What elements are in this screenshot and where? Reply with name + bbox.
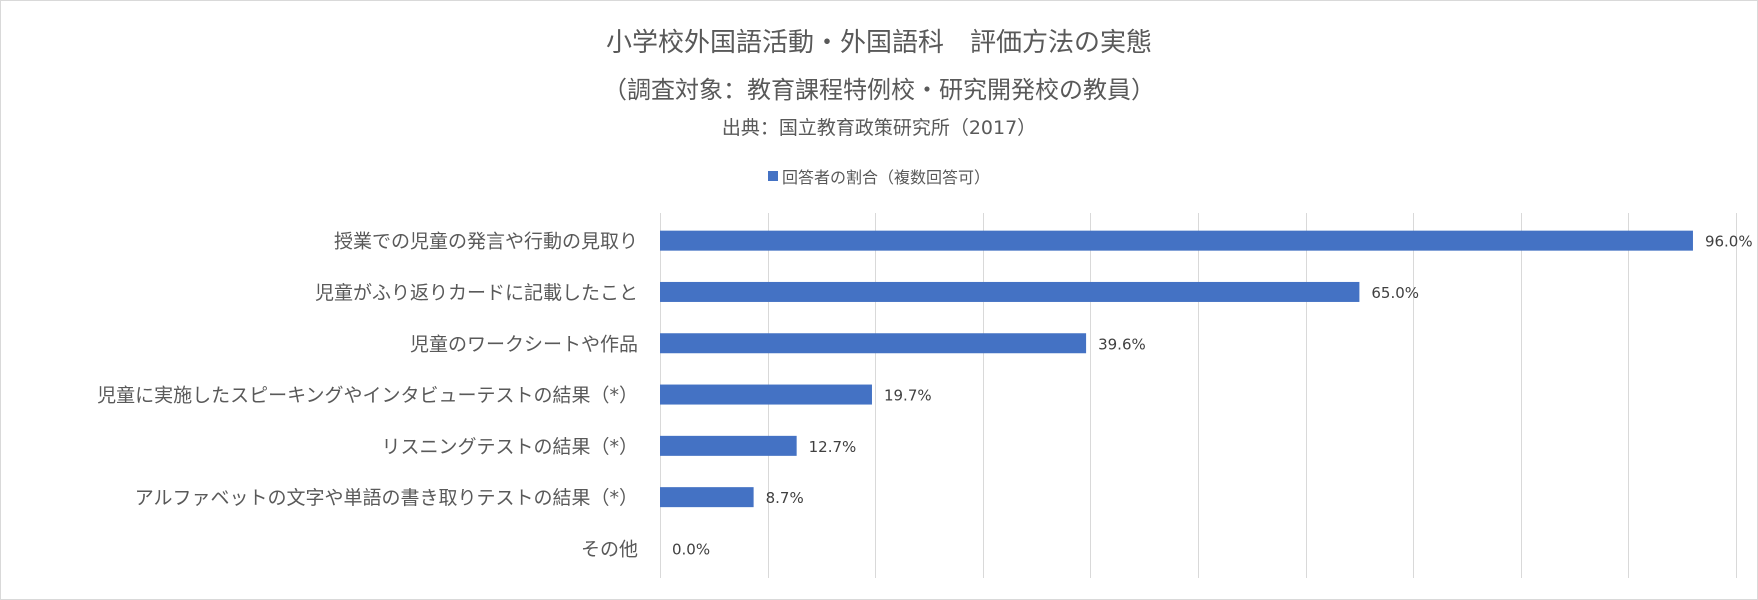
bar	[660, 384, 872, 405]
category-label: 児童がふり返りカードに記載したこと	[315, 282, 638, 304]
category-label: リスニングテストの結果（*）	[381, 436, 638, 458]
bar	[660, 487, 754, 508]
category-label: 児童のワークシートや作品	[410, 333, 638, 355]
chart-source: 出典：国立教育政策研究所（2017）	[721, 117, 1037, 139]
bar	[660, 435, 797, 456]
data-label: 0.0%	[672, 540, 710, 558]
category-label: 授業での児童の発言や行動の見取り	[334, 231, 638, 253]
chart-title: 小学校外国語活動・外国語科 評価方法の実態	[605, 28, 1152, 58]
data-label: 65.0%	[1371, 284, 1419, 302]
chart-subtitle: （調査対象：教育課程特例校・研究開発校の教員）	[603, 76, 1155, 104]
data-label: 96.0%	[1705, 233, 1753, 251]
category-label: アルファベットの文字や単語の書き取りテストの結果（*）	[135, 487, 638, 509]
legend-label: 回答者の割合（複数回答可）	[781, 168, 990, 187]
category-label: その他	[581, 538, 638, 560]
data-label: 39.6%	[1098, 335, 1146, 353]
data-label: 12.7%	[809, 438, 857, 456]
data-label: 19.7%	[884, 387, 932, 405]
bar	[660, 281, 1360, 302]
legend-swatch	[767, 171, 778, 181]
bar	[660, 333, 1087, 354]
data-label: 8.7%	[766, 489, 804, 507]
category-label: 児童に実施したスピーキングやインタビューテストの結果（*）	[97, 385, 638, 407]
bar	[660, 230, 1693, 251]
chart-legend: 回答者の割合（複数回答可）	[0, 164, 1758, 188]
